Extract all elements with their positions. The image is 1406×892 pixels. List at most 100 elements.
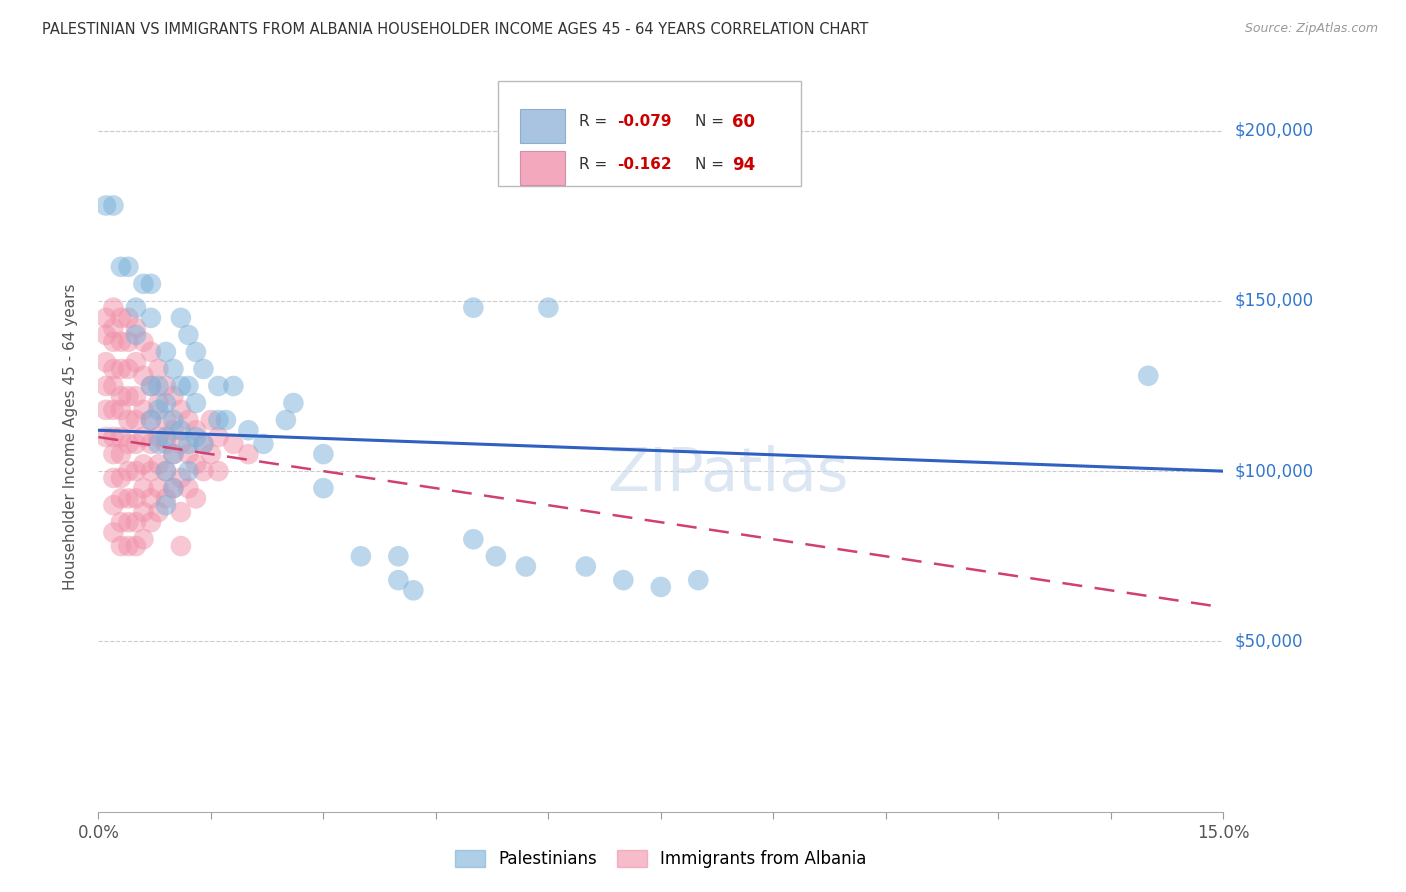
Point <box>162 413 184 427</box>
Point <box>1137 368 1160 383</box>
Point <box>148 362 170 376</box>
Point <box>177 447 200 461</box>
Point <box>139 379 162 393</box>
Point <box>155 396 177 410</box>
Legend: Palestinians, Immigrants from Albania: Palestinians, Immigrants from Albania <box>449 843 873 874</box>
Point <box>103 198 125 212</box>
Point <box>193 437 215 451</box>
Point <box>117 464 139 478</box>
Point <box>162 481 184 495</box>
Point <box>132 458 155 472</box>
Point <box>125 437 148 451</box>
Point <box>162 447 184 461</box>
Point <box>155 464 177 478</box>
Point <box>193 437 215 451</box>
Point <box>148 458 170 472</box>
Point <box>132 402 155 417</box>
Point <box>252 437 274 451</box>
Point <box>139 413 162 427</box>
Point <box>155 437 177 451</box>
Point <box>170 379 193 393</box>
Point <box>132 481 155 495</box>
Point <box>148 505 170 519</box>
Point <box>110 402 132 417</box>
Point <box>125 539 148 553</box>
Point <box>170 310 193 325</box>
Point <box>125 464 148 478</box>
Point <box>207 413 229 427</box>
Point <box>312 481 335 495</box>
Point <box>117 389 139 403</box>
FancyBboxPatch shape <box>498 81 801 186</box>
Point <box>132 368 155 383</box>
Point <box>162 481 184 495</box>
Point <box>117 260 139 274</box>
Point <box>110 389 132 403</box>
Point <box>184 396 207 410</box>
Text: R =: R = <box>579 157 612 172</box>
Point <box>125 515 148 529</box>
Point <box>162 423 184 437</box>
Point <box>155 498 177 512</box>
Point <box>139 437 162 451</box>
Point <box>110 491 132 506</box>
Point <box>184 491 207 506</box>
Point <box>170 402 193 417</box>
Point <box>177 413 200 427</box>
Point <box>155 464 177 478</box>
Point <box>94 355 117 369</box>
Point <box>200 413 222 427</box>
Point <box>117 413 139 427</box>
Point <box>110 447 132 461</box>
Point <box>650 580 672 594</box>
Point <box>148 437 170 451</box>
Point <box>110 260 132 274</box>
Point <box>132 277 155 291</box>
Point <box>132 533 155 547</box>
Point <box>170 505 193 519</box>
Point <box>155 491 177 506</box>
Point <box>155 345 177 359</box>
Point <box>110 310 132 325</box>
Point <box>117 539 139 553</box>
Text: $200,000: $200,000 <box>1234 121 1313 139</box>
Point <box>155 430 177 444</box>
Point <box>94 198 117 212</box>
Point <box>170 437 193 451</box>
Point <box>94 310 117 325</box>
Point <box>125 413 148 427</box>
Point <box>184 430 207 444</box>
Point <box>125 491 148 506</box>
Text: -0.162: -0.162 <box>617 157 672 172</box>
Point <box>222 437 245 451</box>
Text: N =: N = <box>695 157 728 172</box>
Point <box>139 464 162 478</box>
Point <box>485 549 508 564</box>
Point <box>117 515 139 529</box>
Point <box>117 310 139 325</box>
Point <box>94 402 117 417</box>
Point <box>110 539 132 553</box>
Point <box>283 396 305 410</box>
Point <box>215 413 238 427</box>
Point <box>94 379 117 393</box>
Point <box>139 413 162 427</box>
Text: 94: 94 <box>731 156 755 174</box>
Point <box>155 413 177 427</box>
Point <box>125 355 148 369</box>
Point <box>612 573 634 587</box>
Point <box>515 559 537 574</box>
Point <box>132 430 155 444</box>
Point <box>222 379 245 393</box>
Point <box>387 549 409 564</box>
Point <box>575 559 598 574</box>
Point <box>125 301 148 315</box>
Text: Source: ZipAtlas.com: Source: ZipAtlas.com <box>1244 22 1378 36</box>
Point <box>193 464 215 478</box>
Point <box>162 447 184 461</box>
Text: PALESTINIAN VS IMMIGRANTS FROM ALBANIA HOUSEHOLDER INCOME AGES 45 - 64 YEARS COR: PALESTINIAN VS IMMIGRANTS FROM ALBANIA H… <box>42 22 869 37</box>
Point <box>688 573 710 587</box>
Point <box>177 379 200 393</box>
Point <box>170 539 193 553</box>
Point <box>148 430 170 444</box>
